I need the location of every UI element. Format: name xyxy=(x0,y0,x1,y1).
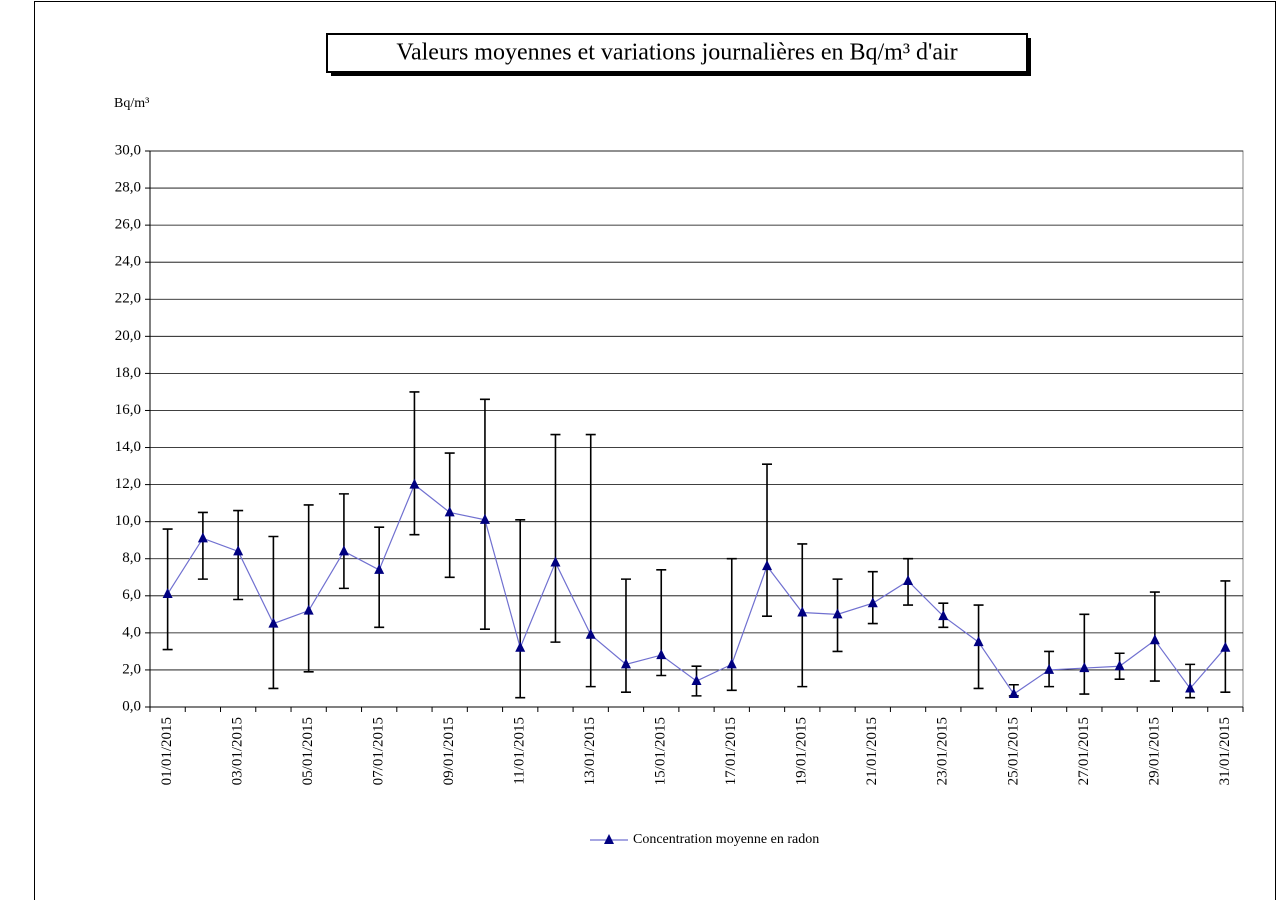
chart-frame xyxy=(34,1,1276,900)
y-tick-label: 14,0 xyxy=(115,439,141,455)
x-tick-label: 07/01/2015 xyxy=(371,717,387,785)
error-bar xyxy=(409,391,420,536)
marker xyxy=(585,628,596,639)
legend-marker xyxy=(604,834,614,844)
y-axis-label: Bq/m³ xyxy=(114,96,149,111)
y-tick-label: 28,0 xyxy=(115,180,141,196)
marker xyxy=(1114,660,1125,671)
marker xyxy=(656,649,667,660)
marker xyxy=(1220,641,1231,652)
x-tick-label: 09/01/2015 xyxy=(441,717,457,785)
marker xyxy=(268,617,279,628)
legend-label: Concentration moyenne en radon xyxy=(633,832,819,847)
marker xyxy=(938,610,949,621)
marker xyxy=(515,641,526,652)
error-bar xyxy=(550,433,561,643)
error-bar xyxy=(197,511,208,580)
error-bar xyxy=(1185,663,1196,699)
x-tick-label: 17/01/2015 xyxy=(723,717,739,785)
chart-title: Valeurs moyennes et variations journaliè… xyxy=(396,40,957,66)
x-tick-label: 25/01/2015 xyxy=(1005,717,1021,785)
x-tick-label: 23/01/2015 xyxy=(935,717,951,785)
y-tick-label: 30,0 xyxy=(115,142,141,158)
x-tick-label: 03/01/2015 xyxy=(230,717,246,785)
x-tick-label: 13/01/2015 xyxy=(582,717,598,785)
title-box xyxy=(326,33,1028,73)
marker xyxy=(444,506,455,517)
marker xyxy=(726,658,737,669)
error-bar xyxy=(1079,613,1090,695)
marker xyxy=(338,545,349,556)
marker xyxy=(479,513,490,524)
error-bar xyxy=(620,578,631,693)
marker xyxy=(1185,682,1196,693)
marker xyxy=(620,658,631,669)
error-bar xyxy=(303,504,314,673)
error-bar xyxy=(338,493,349,590)
marker xyxy=(903,574,914,585)
marker xyxy=(973,636,984,647)
error-bar xyxy=(656,569,667,677)
marker xyxy=(1044,663,1055,674)
marker xyxy=(197,532,208,543)
marker xyxy=(691,675,702,686)
error-bar xyxy=(1220,580,1231,693)
x-tick-label: 31/01/2015 xyxy=(1217,717,1233,785)
error-bar xyxy=(585,433,596,688)
x-tick-label: 01/01/2015 xyxy=(159,717,175,785)
y-tick-label: 16,0 xyxy=(115,402,141,418)
marker xyxy=(867,597,878,608)
y-tick-label: 2,0 xyxy=(122,661,141,677)
x-tick-label: 05/01/2015 xyxy=(300,717,316,785)
marker xyxy=(832,608,843,619)
x-tick-label: 19/01/2015 xyxy=(794,717,810,785)
marker xyxy=(409,478,420,489)
error-bar xyxy=(515,519,526,699)
error-bar xyxy=(973,604,984,690)
y-tick-label: 10,0 xyxy=(115,513,141,529)
x-tick-label: 11/01/2015 xyxy=(512,717,528,785)
marker xyxy=(303,604,314,615)
marker xyxy=(374,563,385,574)
marker xyxy=(162,587,173,598)
marker xyxy=(1008,688,1019,699)
x-tick-label: 29/01/2015 xyxy=(1146,717,1162,785)
y-tick-label: 22,0 xyxy=(115,291,141,307)
marker xyxy=(762,560,773,571)
marker xyxy=(797,606,808,617)
y-tick-label: 18,0 xyxy=(115,365,141,381)
y-tick-label: 6,0 xyxy=(122,587,141,603)
error-bar xyxy=(762,463,773,617)
error-bar xyxy=(726,557,737,692)
x-tick-label: 21/01/2015 xyxy=(864,717,880,785)
y-tick-label: 8,0 xyxy=(122,550,141,566)
error-bar xyxy=(374,526,385,629)
y-tick-label: 24,0 xyxy=(115,254,141,270)
error-bar xyxy=(268,535,279,690)
marker xyxy=(550,556,561,567)
marker xyxy=(1079,662,1090,673)
x-tick-label: 15/01/2015 xyxy=(653,717,669,785)
y-tick-label: 4,0 xyxy=(122,624,141,640)
y-tick-label: 12,0 xyxy=(115,476,141,492)
y-tick-label: 20,0 xyxy=(115,328,141,344)
marker xyxy=(233,545,244,556)
series-line xyxy=(167,483,1226,695)
marker xyxy=(1149,634,1160,645)
plot-area xyxy=(149,150,1244,708)
y-tick-label: 0,0 xyxy=(122,698,141,714)
y-tick-label: 26,0 xyxy=(115,217,141,233)
x-tick-label: 27/01/2015 xyxy=(1076,717,1092,785)
